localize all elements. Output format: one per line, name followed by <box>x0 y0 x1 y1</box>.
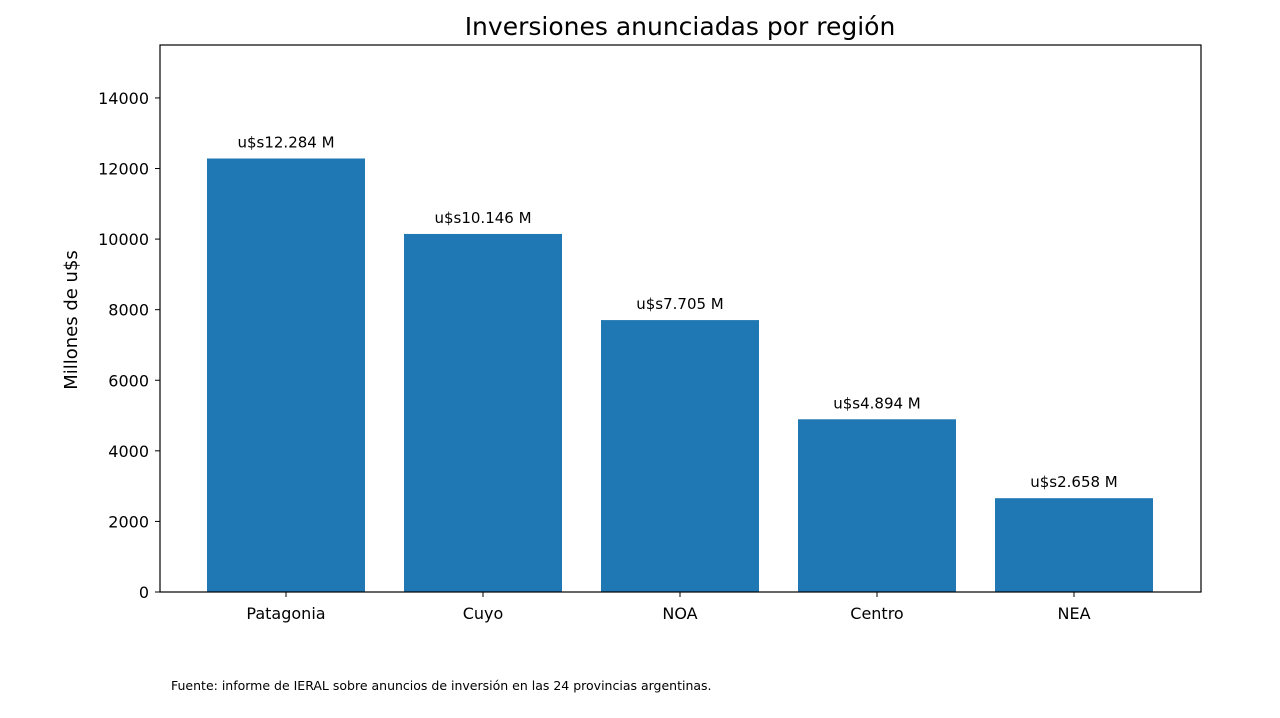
data-label: u$s12.284 M <box>237 133 334 151</box>
y-tick-label: 14000 <box>98 89 149 108</box>
x-tick-label: NEA <box>1057 604 1090 623</box>
x-tick-label: Centro <box>850 604 903 623</box>
y-tick-label: 12000 <box>98 160 149 179</box>
bar <box>601 320 759 592</box>
source-note: Fuente: informe de IERAL sobre anuncios … <box>171 678 712 693</box>
plot-area: u$s12.284 M Patagonia u$s10.146 M Cuyo u$s7.… <box>98 44 1202 623</box>
bar <box>798 419 956 592</box>
bar <box>207 158 365 592</box>
data-label: u$s10.146 M <box>434 209 531 227</box>
y-tick-label: 6000 <box>108 371 149 390</box>
x-tick-label: NOA <box>662 604 697 623</box>
bar <box>995 498 1153 592</box>
y-tick-label: 8000 <box>108 301 149 320</box>
y-axis-label: Millones de u$s <box>61 250 82 390</box>
x-tick-label: Patagonia <box>246 604 325 623</box>
y-tick-label: 4000 <box>108 442 149 461</box>
data-label: u$s4.894 M <box>833 394 921 412</box>
x-tick-label: Cuyo <box>463 604 504 623</box>
y-tick-label: 0 <box>139 583 149 602</box>
data-label: u$s7.705 M <box>636 295 724 313</box>
bar <box>404 233 562 592</box>
y-tick-label: 10000 <box>98 230 149 249</box>
chart-title: Inversiones anunciadas por región <box>465 12 896 41</box>
data-label: u$s2.658 M <box>1030 473 1118 491</box>
y-tick-label: 2000 <box>108 512 149 531</box>
plot-frame <box>159 44 1202 593</box>
